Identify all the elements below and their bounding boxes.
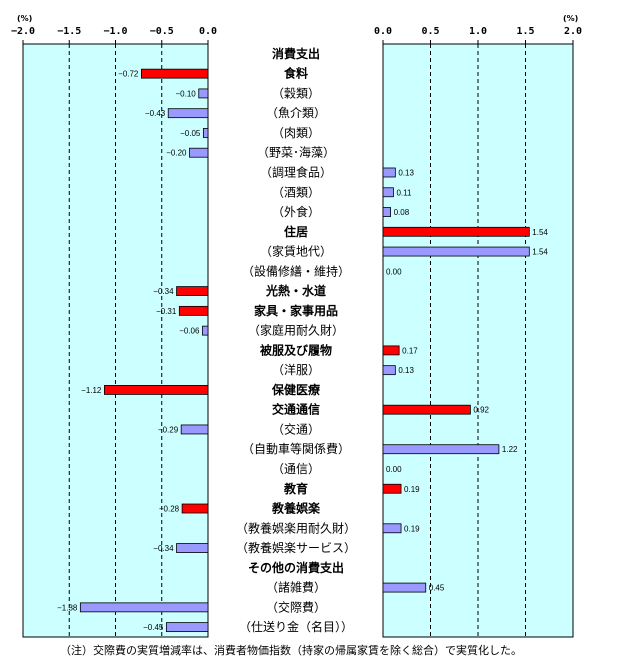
bar-right (382, 444, 500, 455)
data-label-left: −1.12 (81, 386, 102, 395)
category-label: （野菜･海藻） (257, 145, 335, 160)
data-label-right: 0.00 (386, 267, 402, 276)
category-label: 教養娯楽 (271, 501, 321, 516)
bar-right (382, 226, 530, 237)
unit-label-left: (%) (17, 14, 32, 23)
data-label-left: −0.72 (118, 70, 139, 79)
data-label-right: 1.54 (532, 248, 548, 257)
bar-left (180, 424, 209, 435)
data-label-right: 0.08 (394, 208, 410, 217)
category-label: （交通） (272, 421, 320, 436)
category-label: （教養娯楽用耐久財） (236, 520, 356, 535)
bar-left (176, 286, 209, 296)
data-label-left: −1.38 (57, 603, 78, 612)
category-label: （諸雑費） (266, 580, 326, 595)
category-label: （交際費） (266, 599, 326, 614)
bar-left (181, 503, 209, 514)
bar-left (202, 325, 209, 336)
category-label: 光熱・水道 (265, 283, 326, 298)
category-label: その他の消費支出 (248, 560, 344, 575)
category-label: （調理食品） (260, 164, 332, 179)
bar-right (382, 582, 427, 593)
bar-left (165, 622, 209, 633)
category-label: 教育 (283, 481, 308, 496)
bar-right (382, 404, 471, 415)
tick-label-left: −0.5 (150, 26, 174, 37)
bar-right (382, 187, 394, 198)
data-label-left: −0.20 (166, 149, 187, 158)
bar-right (382, 365, 396, 376)
bar-right (382, 167, 396, 178)
data-label-left: −0.28 (159, 505, 180, 514)
bar-left (176, 543, 209, 553)
tick-label-right: 0.0 (374, 26, 392, 37)
data-label-left: −0.34 (153, 287, 174, 296)
category-label: 食料 (283, 66, 308, 81)
tick-label-left: −1.0 (103, 26, 127, 37)
bar-left (167, 108, 209, 119)
expenditure-change-chart: −2.0 −1.5 −1.0 −0.5 0.0 (%) −0.72 −0.10 −0.43 −0.… (11, 14, 582, 638)
bar-left (178, 305, 209, 316)
data-label-right: 0.45 (429, 584, 445, 593)
tick-label-left: −1.5 (57, 26, 81, 37)
data-label-left: −0.31 (156, 307, 177, 316)
data-label-left: −0.34 (153, 544, 174, 553)
data-label-right: 0.19 (404, 485, 420, 494)
data-label-right: 1.22 (502, 445, 518, 454)
data-label-right: 0.13 (398, 168, 414, 177)
category-label: （設備修繕・維持） (242, 263, 350, 278)
category-label: 被服及び履物 (260, 342, 332, 357)
data-label-left: −0.10 (176, 89, 197, 98)
footnote: （注）交際費の実質増減率は、消費者物価指数（持家の帰属家賃を除く総合）で実質化し… (60, 644, 522, 657)
category-label: （酒類） (272, 185, 320, 199)
category-label: 保健医療 (271, 382, 320, 397)
tick-label-right: 1.0 (469, 26, 487, 37)
tick-label-right: 1.5 (516, 26, 534, 37)
data-label-right: 0.11 (396, 188, 412, 197)
data-label-right: 0.13 (398, 366, 414, 375)
category-label: （教養娯楽サービス） (236, 540, 356, 555)
category-label: （穀類） (272, 86, 320, 100)
unit-label-right: (%) (563, 14, 578, 23)
bar-left (140, 68, 209, 79)
bar-right (382, 523, 402, 534)
bar-left (202, 128, 209, 138)
data-label-right: 1.54 (532, 228, 548, 237)
bar-right (382, 246, 530, 257)
category-label: （洋服） (272, 362, 320, 377)
category-label: （家賃地代） (260, 244, 332, 259)
category-label: 消費支出 (272, 46, 320, 61)
data-label-right: 0.19 (404, 524, 420, 533)
data-label-left: −0.05 (180, 129, 201, 138)
data-label-left: −0.06 (179, 327, 200, 336)
category-label: （自動車等関係費） (242, 441, 350, 456)
data-label-left: −0.43 (145, 109, 166, 118)
data-label-right: 0.00 (386, 465, 402, 474)
category-label: （通信） (272, 462, 320, 476)
bar-right (382, 483, 402, 494)
category-label: 交通通信 (272, 402, 320, 417)
tick-label-left: 0.0 (199, 26, 217, 37)
tick-label-right: 2.0 (564, 26, 582, 37)
bar-left (198, 88, 209, 99)
data-label-left: −0.29 (158, 425, 179, 434)
category-label: （肉類） (272, 126, 320, 140)
category-label: 住居 (284, 224, 308, 239)
bar-left (79, 602, 209, 613)
category-label: （外食） (272, 204, 320, 219)
bar-left (104, 385, 209, 395)
bar-right (382, 207, 391, 217)
data-label-right: 0.92 (473, 406, 489, 415)
bar-left (189, 147, 209, 158)
category-label: （家庭用耐久財） (248, 323, 344, 338)
category-label: 家具・家事用品 (254, 303, 338, 318)
data-label-right: 0.17 (402, 346, 418, 355)
tick-label-right: 0.5 (421, 26, 439, 37)
category-label: （魚介類） (266, 106, 326, 120)
tick-label-left: −2.0 (11, 26, 35, 37)
bar-right (382, 345, 400, 356)
category-label: （仕送り金（名目）） (239, 619, 353, 634)
data-label-left: −0.45 (143, 623, 164, 632)
